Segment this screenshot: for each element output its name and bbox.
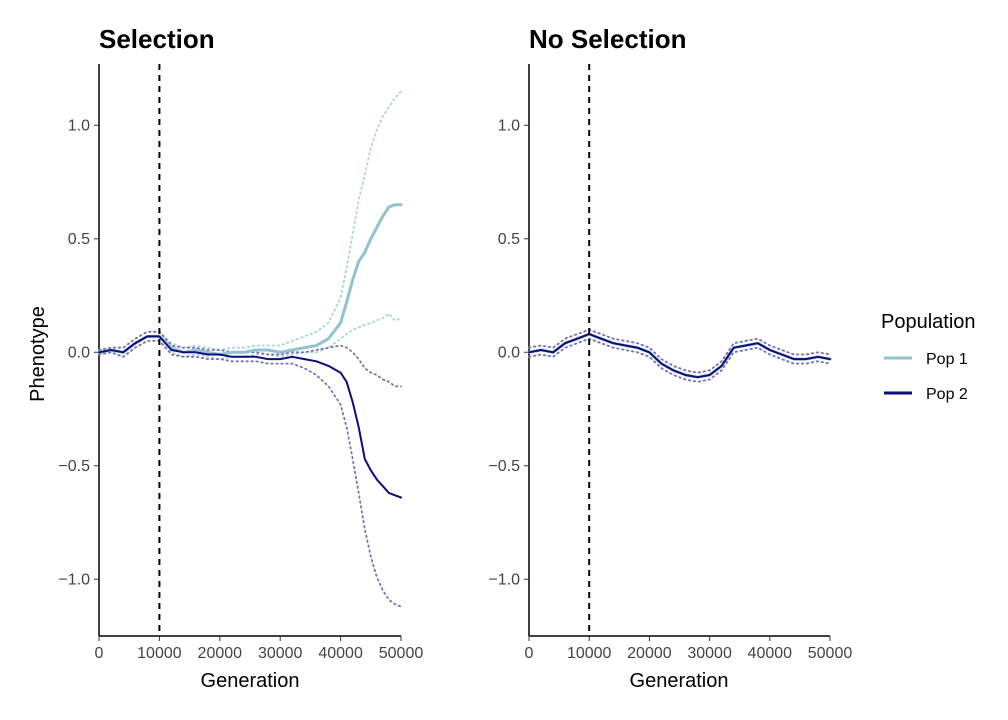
series-pop-1-lower (528, 337, 831, 383)
x-tick-label: 10000 (137, 645, 182, 662)
x-tick-label: 50000 (808, 645, 853, 662)
x-tick-label: 30000 (258, 645, 303, 662)
y-tick-label: 1.0 (68, 117, 90, 134)
panel-selection: Selection Generation −1.0 −0.5 0.0 0.5 1.0 0 1… (58, 24, 423, 692)
y-tick-label: 0.5 (498, 231, 520, 248)
series-pop-2-upper (528, 328, 831, 374)
y-tick-label: 0.0 (68, 344, 90, 361)
y-tick-label: −0.5 (488, 458, 520, 475)
x-tick-label: 10000 (567, 645, 612, 662)
y-tick-label: −1.0 (488, 571, 520, 588)
y-tick-label: −1.0 (58, 571, 90, 588)
x-tick-label: 40000 (748, 645, 793, 662)
x-axis-label-no-selection: Generation (630, 670, 729, 692)
series-pop-2 (528, 333, 831, 379)
series-pop-1 (97, 203, 403, 356)
x-axis-label-selection: Generation (201, 670, 300, 692)
legend-title: Population (881, 311, 976, 333)
legend: Population Pop 1 Pop 2 (881, 311, 976, 403)
series-pop-2-upper (98, 330, 402, 388)
panel-title-selection: Selection (99, 24, 215, 54)
x-tick-label: 20000 (198, 645, 243, 662)
panel-no-selection: No Selection Generation −1.0 −0.5 0.0 0.5 1.… (488, 24, 852, 692)
series-pop-2-lower (98, 340, 402, 608)
series-pop-2 (98, 335, 402, 499)
y-tick-label: 1.0 (498, 117, 520, 134)
series-pop-1-upper (98, 90, 402, 351)
y-axis-label: Phenotype (27, 306, 49, 402)
y-tick-label: 0.0 (498, 344, 520, 361)
y-tick-label: 0.5 (68, 231, 90, 248)
x-tick-label: 20000 (627, 645, 672, 662)
legend-label-pop-2: Pop 2 (926, 386, 968, 403)
x-tick-label: 0 (95, 645, 104, 662)
panel-title-no-selection: No Selection (529, 24, 686, 54)
series-pop-2-lower (528, 337, 831, 383)
x-tick-label: 50000 (379, 645, 424, 662)
x-tick-label: 0 (525, 645, 534, 662)
x-tick-label: 30000 (687, 645, 732, 662)
x-tick-label: 40000 (318, 645, 363, 662)
legend-label-pop-1: Pop 1 (926, 351, 968, 368)
y-tick-label: −0.5 (58, 458, 90, 475)
